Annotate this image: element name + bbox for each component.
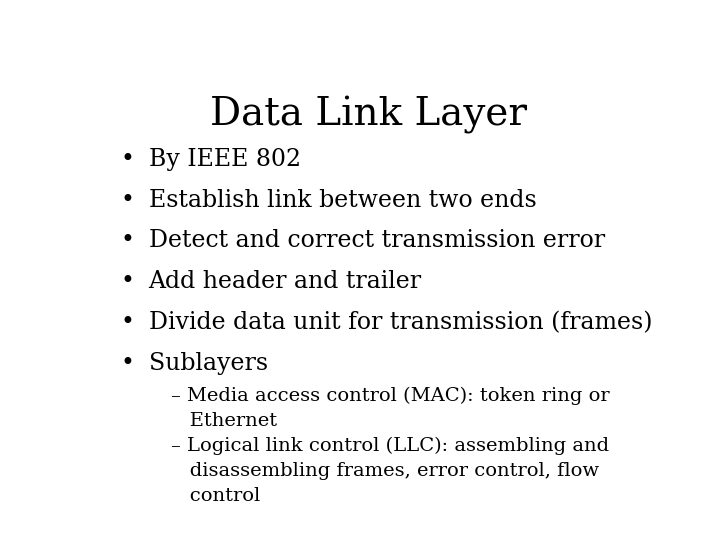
Text: •: • — [121, 270, 135, 293]
Text: control: control — [171, 487, 260, 505]
Text: •: • — [121, 148, 135, 171]
Text: Data Link Layer: Data Link Layer — [210, 96, 528, 134]
Text: Establish link between two ends: Establish link between two ends — [148, 188, 536, 212]
Text: – Media access control (MAC): token ring or: – Media access control (MAC): token ring… — [171, 387, 610, 406]
Text: Divide data unit for transmission (frames): Divide data unit for transmission (frame… — [148, 311, 652, 334]
Text: •: • — [121, 188, 135, 212]
Text: •: • — [121, 352, 135, 375]
Text: Sublayers: Sublayers — [148, 352, 268, 375]
Text: – Logical link control (LLC): assembling and: – Logical link control (LLC): assembling… — [171, 437, 609, 455]
Text: Detect and correct transmission error: Detect and correct transmission error — [148, 230, 605, 253]
Text: Ethernet: Ethernet — [171, 412, 277, 430]
Text: •: • — [121, 311, 135, 334]
Text: •: • — [121, 230, 135, 253]
Text: By IEEE 802: By IEEE 802 — [148, 148, 301, 171]
Text: disassembling frames, error control, flow: disassembling frames, error control, flo… — [171, 462, 599, 480]
Text: Add header and trailer: Add header and trailer — [148, 270, 422, 293]
